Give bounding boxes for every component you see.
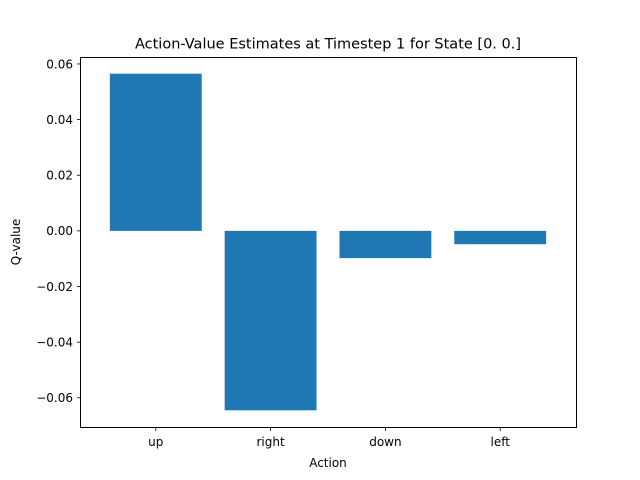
x-tick-label: left <box>491 435 511 449</box>
chart-title: Action-Value Estimates at Timestep 1 for… <box>135 37 521 53</box>
y-tick-label: −0.06 <box>36 391 73 405</box>
x-axis: up right down left <box>148 427 511 449</box>
y-tick-label: −0.02 <box>36 280 73 294</box>
bar-right <box>224 230 317 411</box>
x-tick-label: up <box>148 435 163 449</box>
bar-left <box>454 230 547 245</box>
x-axis-title: Action <box>309 456 347 470</box>
y-tick-label: −0.04 <box>36 335 73 349</box>
x-tick-label: right <box>256 435 284 449</box>
y-tick-label: 0.04 <box>46 113 73 127</box>
x-tick-label: down <box>369 435 401 449</box>
y-axis-title: Q-value <box>9 219 23 266</box>
bar-up <box>109 73 202 231</box>
y-axis: −0.06 −0.04 −0.02 0.00 0.02 0.04 0.06 <box>36 57 81 405</box>
y-tick-label: 0.02 <box>46 169 73 183</box>
plot-frame <box>80 57 577 428</box>
y-tick-label: 0.06 <box>46 57 73 71</box>
y-tick-label: 0.00 <box>46 224 73 238</box>
bars-group <box>109 73 547 411</box>
bar-down <box>339 230 432 259</box>
